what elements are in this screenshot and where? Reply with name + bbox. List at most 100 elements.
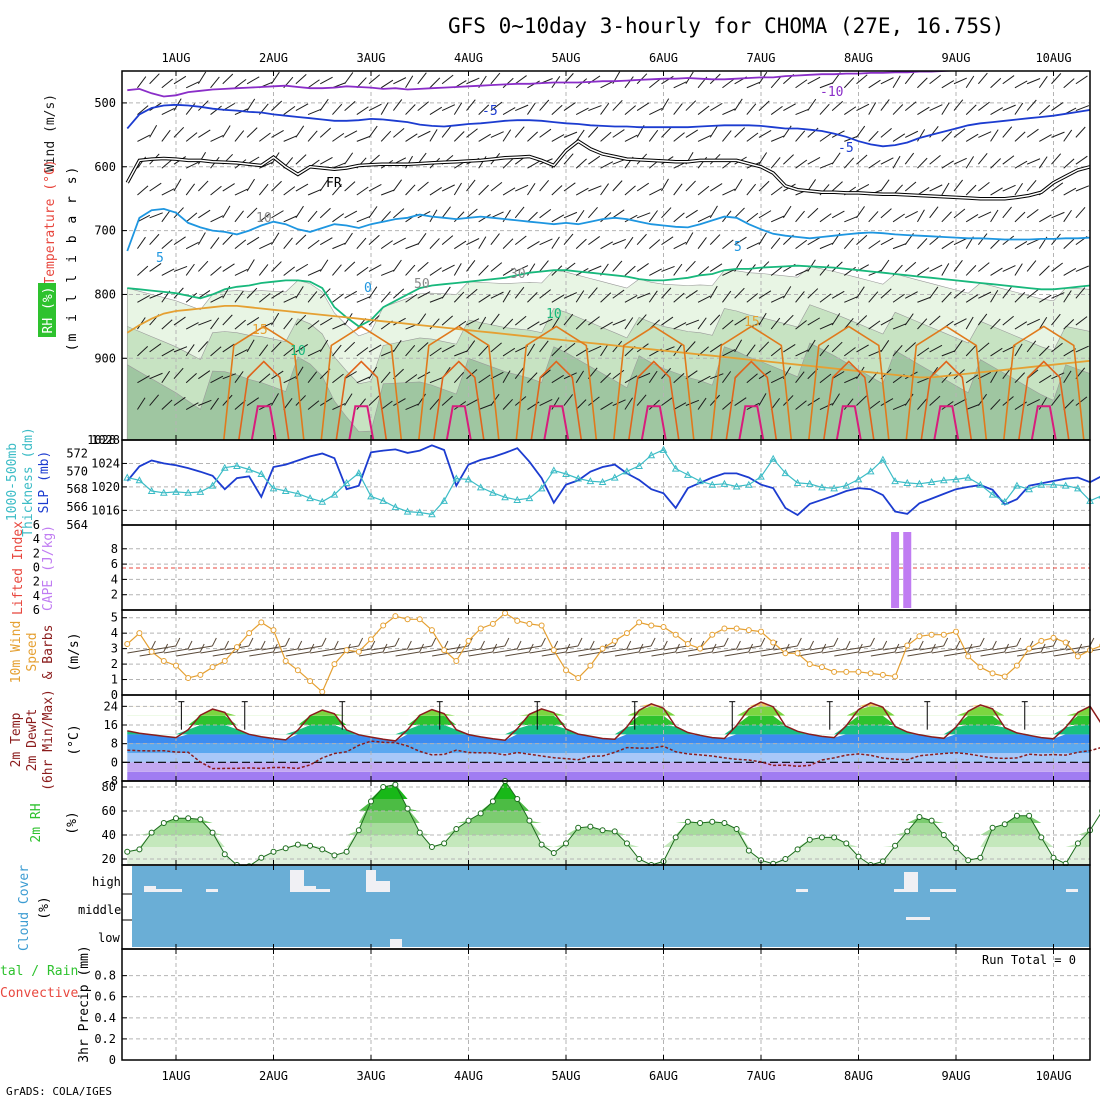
y-tick-label: 20	[102, 852, 116, 866]
precip-conv-label: Convective	[0, 986, 78, 1001]
top-date-label: 2AUG	[259, 51, 288, 65]
wind-speed-point	[941, 632, 946, 637]
y-tick-label: 1028	[91, 433, 120, 447]
surface-wind-barb	[859, 649, 883, 653]
rh-point	[259, 855, 264, 860]
temp2-label-1: 2m Temp	[9, 712, 24, 767]
wind-speed-point	[746, 628, 751, 633]
surface-wind-barb	[810, 646, 834, 650]
surface-wind-barb	[237, 649, 261, 653]
surface-wind-barb-flag	[810, 641, 814, 649]
footer-credit: GrADS: COLA/IGES	[6, 1085, 112, 1098]
y-tick-label: 1020	[91, 480, 120, 494]
wind-speed-point	[612, 638, 617, 643]
wind-speed-point	[381, 623, 386, 628]
rh-point	[905, 829, 910, 834]
cloud-block	[376, 881, 390, 892]
surface-wind-barb	[603, 649, 627, 653]
wind-speed-point	[929, 632, 934, 637]
wind-speed-point	[685, 642, 690, 647]
thickness-tick-label: 564	[66, 518, 88, 532]
surface-wind-barb-flag	[846, 641, 850, 649]
rh-point	[844, 841, 849, 846]
surface-wind-barb	[383, 649, 407, 653]
y-tick-label: 40	[102, 828, 116, 842]
surface-wind-barb-flag	[322, 638, 326, 646]
cloud-panel: high middle low	[78, 866, 1090, 947]
top-date-label: 5AUG	[552, 51, 581, 65]
wind-speed-point	[1075, 654, 1080, 659]
wind-speed-point	[893, 674, 898, 679]
cape-label: CAPE (J/kg)	[41, 525, 56, 611]
rh-point	[490, 799, 495, 804]
wind-speed-point	[771, 640, 776, 645]
wind-speed-point	[783, 651, 788, 656]
wind-speed-point	[442, 648, 447, 653]
wind-speed-point	[490, 621, 495, 626]
y-tick-label: 0	[111, 755, 118, 769]
rh-point	[1039, 835, 1044, 840]
wind-speed-point	[1063, 640, 1068, 645]
surface-wind-barb-flag	[249, 638, 253, 646]
wind-speed-point	[844, 669, 849, 674]
lifted-index-label: Lifted Index	[11, 521, 26, 615]
wind10-label-2: Speed	[25, 632, 40, 671]
rh-point	[551, 851, 556, 856]
precip-panel: 00.20.40.60.8 Run Total = 0	[94, 949, 1090, 1067]
rh-point	[381, 785, 386, 790]
surface-wind-barb-flag	[188, 641, 192, 649]
wind-speed-point	[551, 648, 556, 653]
rh-point	[332, 853, 337, 858]
surface-wind-barb	[615, 652, 639, 656]
wind-speed-point	[673, 632, 678, 637]
surface-wind-barb	[530, 649, 554, 653]
surface-wind-barb	[298, 646, 322, 650]
wind-speed-point	[1027, 646, 1032, 651]
surface-wind-barb-flag	[298, 641, 302, 649]
surface-wind-barb	[700, 646, 724, 650]
thickness-label-2: Thickness (dm)	[21, 427, 36, 537]
surface-wind-barb	[627, 646, 651, 650]
temp2-label-2: 2m DewPt	[25, 709, 40, 772]
wind-speed-point	[905, 643, 910, 648]
wind-speed-point	[454, 659, 459, 664]
wind-speed-point	[990, 671, 995, 676]
y-tick-label: 3	[111, 642, 118, 656]
surface-wind-barb	[1005, 649, 1029, 653]
surface-wind-barb	[408, 646, 432, 650]
wind-speed-point	[722, 626, 727, 631]
y-tick-label: 6	[111, 557, 118, 571]
wind-speed-point	[1051, 635, 1056, 640]
bottom-date-label: 2AUG	[259, 1069, 288, 1083]
surface-wind-barb	[505, 652, 529, 656]
temp2-label-3: (6hr Min/Max)	[41, 689, 56, 791]
surface-wind-barb	[396, 652, 420, 656]
surface-wind-barb-flag	[627, 641, 631, 649]
precip-axis-label: 3hr Precip (mm)	[77, 945, 92, 1062]
surface-wind-barb	[920, 646, 944, 650]
contour-label: 15	[744, 315, 760, 330]
wind-speed-point	[295, 668, 300, 673]
top-date-label: 9AUG	[942, 51, 971, 65]
rh-point	[137, 847, 142, 852]
wind-speed-point	[795, 651, 800, 656]
surface-wind-barb	[907, 652, 931, 656]
surface-wind-barb	[688, 652, 712, 656]
page-title: GFS 0~10day 3-hourly for CHOMA (27E, 16.…	[448, 14, 1004, 38]
surface-wind-barb-flag	[1017, 638, 1021, 646]
wind-speed-point	[966, 654, 971, 659]
contour-label: 10	[290, 344, 306, 359]
wind-speed-point	[624, 631, 629, 636]
wind10-label-3: & Barbs	[41, 625, 56, 680]
wind-speed-point	[539, 623, 544, 628]
wind-speed-point	[222, 659, 227, 664]
cloud-low-label: low	[98, 931, 120, 945]
surface-wind-barb	[822, 649, 846, 653]
surface-wind-barb	[566, 649, 590, 653]
y-tick-label: 900	[94, 351, 116, 365]
rh-point	[856, 854, 861, 859]
